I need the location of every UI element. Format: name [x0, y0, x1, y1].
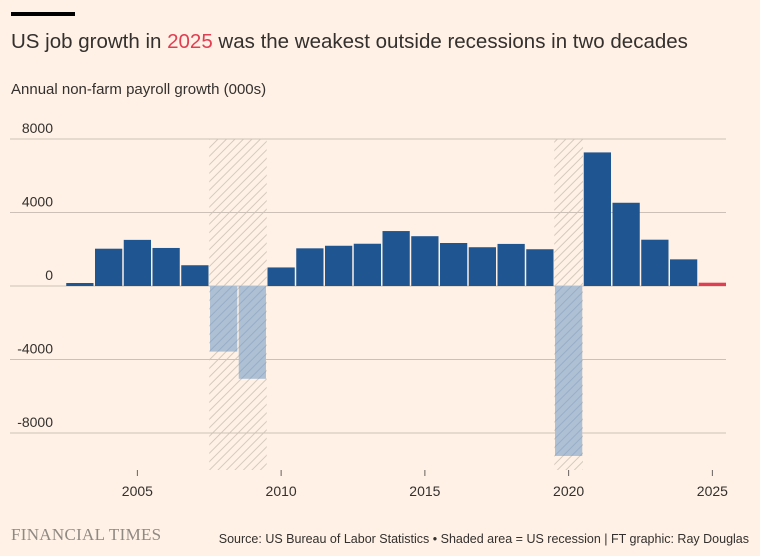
bar-2006: [152, 247, 180, 286]
bar-2016: [440, 243, 468, 286]
bar-2021: [583, 152, 611, 286]
bar-2023: [641, 239, 669, 286]
y-tick-label: -4000: [17, 341, 53, 357]
bar-2012: [325, 245, 353, 286]
bar-2011: [296, 248, 324, 286]
x-tick-label: 2025: [697, 483, 728, 499]
bar-2018: [497, 243, 525, 286]
bar-2003: [66, 283, 94, 286]
bar-2019: [526, 249, 554, 286]
source-note: Source: US Bureau of Labor Statistics • …: [218, 532, 749, 546]
y-tick-label: 0: [45, 267, 53, 283]
ft-logo: FINANCIAL TIMES: [11, 525, 162, 544]
x-tick-label: 2010: [266, 483, 297, 499]
x-tick-label: 2005: [122, 483, 153, 499]
bar-2005: [123, 239, 151, 286]
title-prefix: US job growth in: [11, 30, 168, 53]
bar-2022: [612, 202, 640, 286]
bar-2007: [181, 265, 209, 286]
bar-2013: [353, 243, 381, 286]
x-tick-label: 2020: [553, 483, 584, 499]
y-tick-label: 4000: [22, 194, 53, 210]
axis-label-layer: 8000 4000 0 -4000 -8000 2005 2010 2015 2020 2025: [17, 120, 728, 499]
bar-2025: [698, 282, 726, 286]
x-tick-label: 2015: [409, 483, 440, 499]
y-tick-label: 8000: [22, 120, 53, 136]
bar-2009: [238, 286, 266, 379]
bar-2004: [95, 248, 123, 286]
ft-top-bar: [11, 12, 75, 16]
bar-2017: [468, 247, 496, 286]
title-suffix: was the weakest outside recessions in tw…: [212, 30, 688, 53]
bar-layer: [66, 152, 726, 456]
bar-2020: [555, 286, 583, 456]
bar-2014: [382, 231, 410, 286]
chart-title: US job growth in 2025 was the weakest ou…: [11, 30, 688, 54]
y-tick-label: -8000: [17, 414, 53, 430]
chart-subtitle: Annual non-farm payroll growth (000s): [11, 81, 267, 98]
title-highlight-year: 2025: [167, 30, 213, 53]
bar-2024: [670, 259, 698, 286]
bar-2015: [411, 236, 439, 286]
bar-2008: [210, 286, 238, 352]
bar-2010: [267, 267, 295, 286]
